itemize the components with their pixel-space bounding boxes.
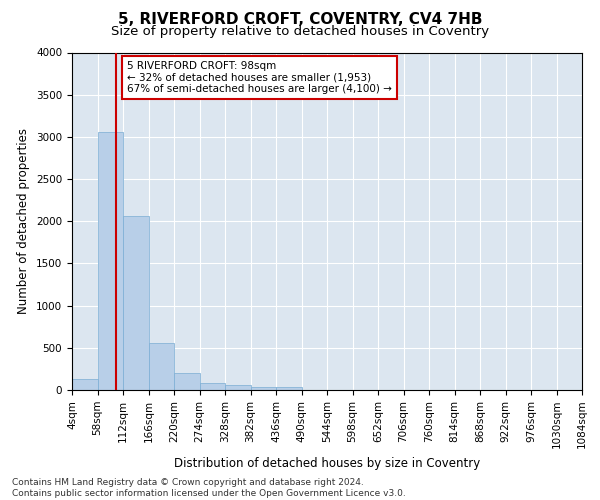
- Bar: [251, 387, 276, 390]
- Text: 5 RIVERFORD CROFT: 98sqm
← 32% of detached houses are smaller (1,953)
67% of sem: 5 RIVERFORD CROFT: 98sqm ← 32% of detach…: [127, 61, 392, 94]
- Text: 5, RIVERFORD CROFT, COVENTRY, CV4 7HB: 5, RIVERFORD CROFT, COVENTRY, CV4 7HB: [118, 12, 482, 28]
- Bar: [200, 383, 225, 390]
- Bar: [72, 379, 97, 390]
- Text: Size of property relative to detached houses in Coventry: Size of property relative to detached ho…: [111, 25, 489, 38]
- Bar: [149, 343, 174, 390]
- Y-axis label: Number of detached properties: Number of detached properties: [17, 128, 31, 314]
- Text: Contains HM Land Registry data © Crown copyright and database right 2024.
Contai: Contains HM Land Registry data © Crown c…: [12, 478, 406, 498]
- Bar: [225, 386, 251, 390]
- Bar: [276, 388, 302, 390]
- Bar: [97, 132, 123, 390]
- Bar: [174, 373, 199, 390]
- X-axis label: Distribution of detached houses by size in Coventry: Distribution of detached houses by size …: [174, 456, 480, 469]
- Bar: [123, 216, 149, 390]
